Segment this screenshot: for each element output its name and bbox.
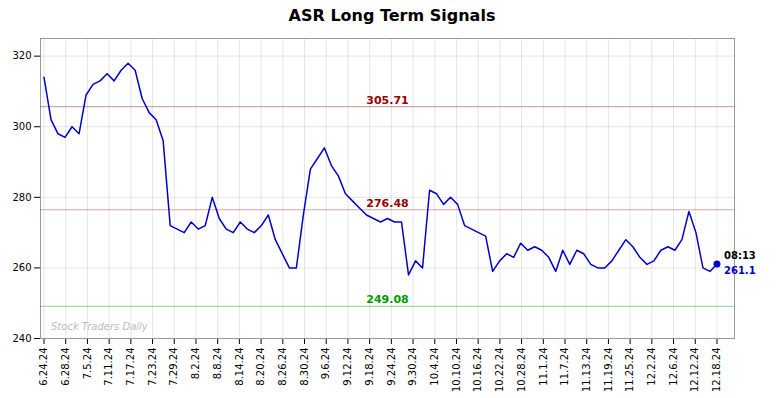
svg-text:12.6.24: 12.6.24 bbox=[668, 348, 679, 386]
svg-text:7.17.24: 7.17.24 bbox=[125, 348, 136, 386]
svg-text:320: 320 bbox=[12, 50, 31, 61]
svg-text:11.1.24: 11.1.24 bbox=[538, 348, 549, 386]
html-text:ASR Long Term Signals: ASR Long Term Signals bbox=[288, 6, 496, 25]
svg-text:11.7.24: 11.7.24 bbox=[559, 348, 570, 386]
svg-text:305.71: 305.71 bbox=[366, 94, 408, 107]
svg-text:11.25.24: 11.25.24 bbox=[624, 348, 635, 393]
svg-text:12.12.24: 12.12.24 bbox=[689, 348, 700, 393]
svg-text:280: 280 bbox=[12, 192, 31, 203]
svg-text:10.28.24: 10.28.24 bbox=[516, 348, 527, 393]
svg-text:7.23.24: 7.23.24 bbox=[147, 348, 158, 386]
svg-text:8.2.24: 8.2.24 bbox=[190, 348, 201, 380]
svg-text:8.20.24: 8.20.24 bbox=[255, 348, 266, 386]
svg-text:08:13: 08:13 bbox=[724, 250, 756, 261]
svg-text:8.30.24: 8.30.24 bbox=[299, 348, 310, 386]
svg-text:12.18.24: 12.18.24 bbox=[711, 348, 722, 393]
svg-text:9.12.24: 9.12.24 bbox=[342, 348, 353, 386]
svg-text:10.10.24: 10.10.24 bbox=[451, 348, 462, 393]
svg-text:11.19.24: 11.19.24 bbox=[603, 348, 614, 393]
svg-text:7.5.24: 7.5.24 bbox=[82, 348, 93, 380]
svg-text:6.28.24: 6.28.24 bbox=[60, 348, 71, 386]
svg-text:9.24.24: 9.24.24 bbox=[386, 348, 397, 386]
svg-text:249.08: 249.08 bbox=[366, 293, 408, 306]
svg-text:6.24.24: 6.24.24 bbox=[38, 348, 49, 386]
svg-text:11.13.24: 11.13.24 bbox=[581, 348, 592, 393]
svg-text:12.2.24: 12.2.24 bbox=[646, 348, 657, 386]
svg-text:10.4.24: 10.4.24 bbox=[429, 348, 440, 386]
svg-text:9.6.24: 9.6.24 bbox=[320, 348, 331, 380]
svg-text:261.1: 261.1 bbox=[724, 265, 756, 276]
svg-text:7.11.24: 7.11.24 bbox=[103, 348, 114, 386]
svg-text:Stock Traders Daily: Stock Traders Daily bbox=[51, 321, 149, 332]
svg-text:10.16.24: 10.16.24 bbox=[472, 348, 483, 393]
svg-text:8.14.24: 8.14.24 bbox=[234, 348, 245, 386]
svg-text:10.22.24: 10.22.24 bbox=[494, 348, 505, 393]
svg-text:9.30.24: 9.30.24 bbox=[407, 348, 418, 386]
svg-text:8.26.24: 8.26.24 bbox=[277, 348, 288, 386]
svg-text:8.8.24: 8.8.24 bbox=[212, 348, 223, 380]
svg-text:260: 260 bbox=[12, 262, 31, 273]
svg-text:9.18.24: 9.18.24 bbox=[364, 348, 375, 386]
svg-text:276.48: 276.48 bbox=[366, 197, 408, 210]
svg-text:300: 300 bbox=[12, 121, 31, 132]
svg-text:240: 240 bbox=[12, 333, 31, 344]
svg-text:7.29.24: 7.29.24 bbox=[168, 348, 179, 386]
